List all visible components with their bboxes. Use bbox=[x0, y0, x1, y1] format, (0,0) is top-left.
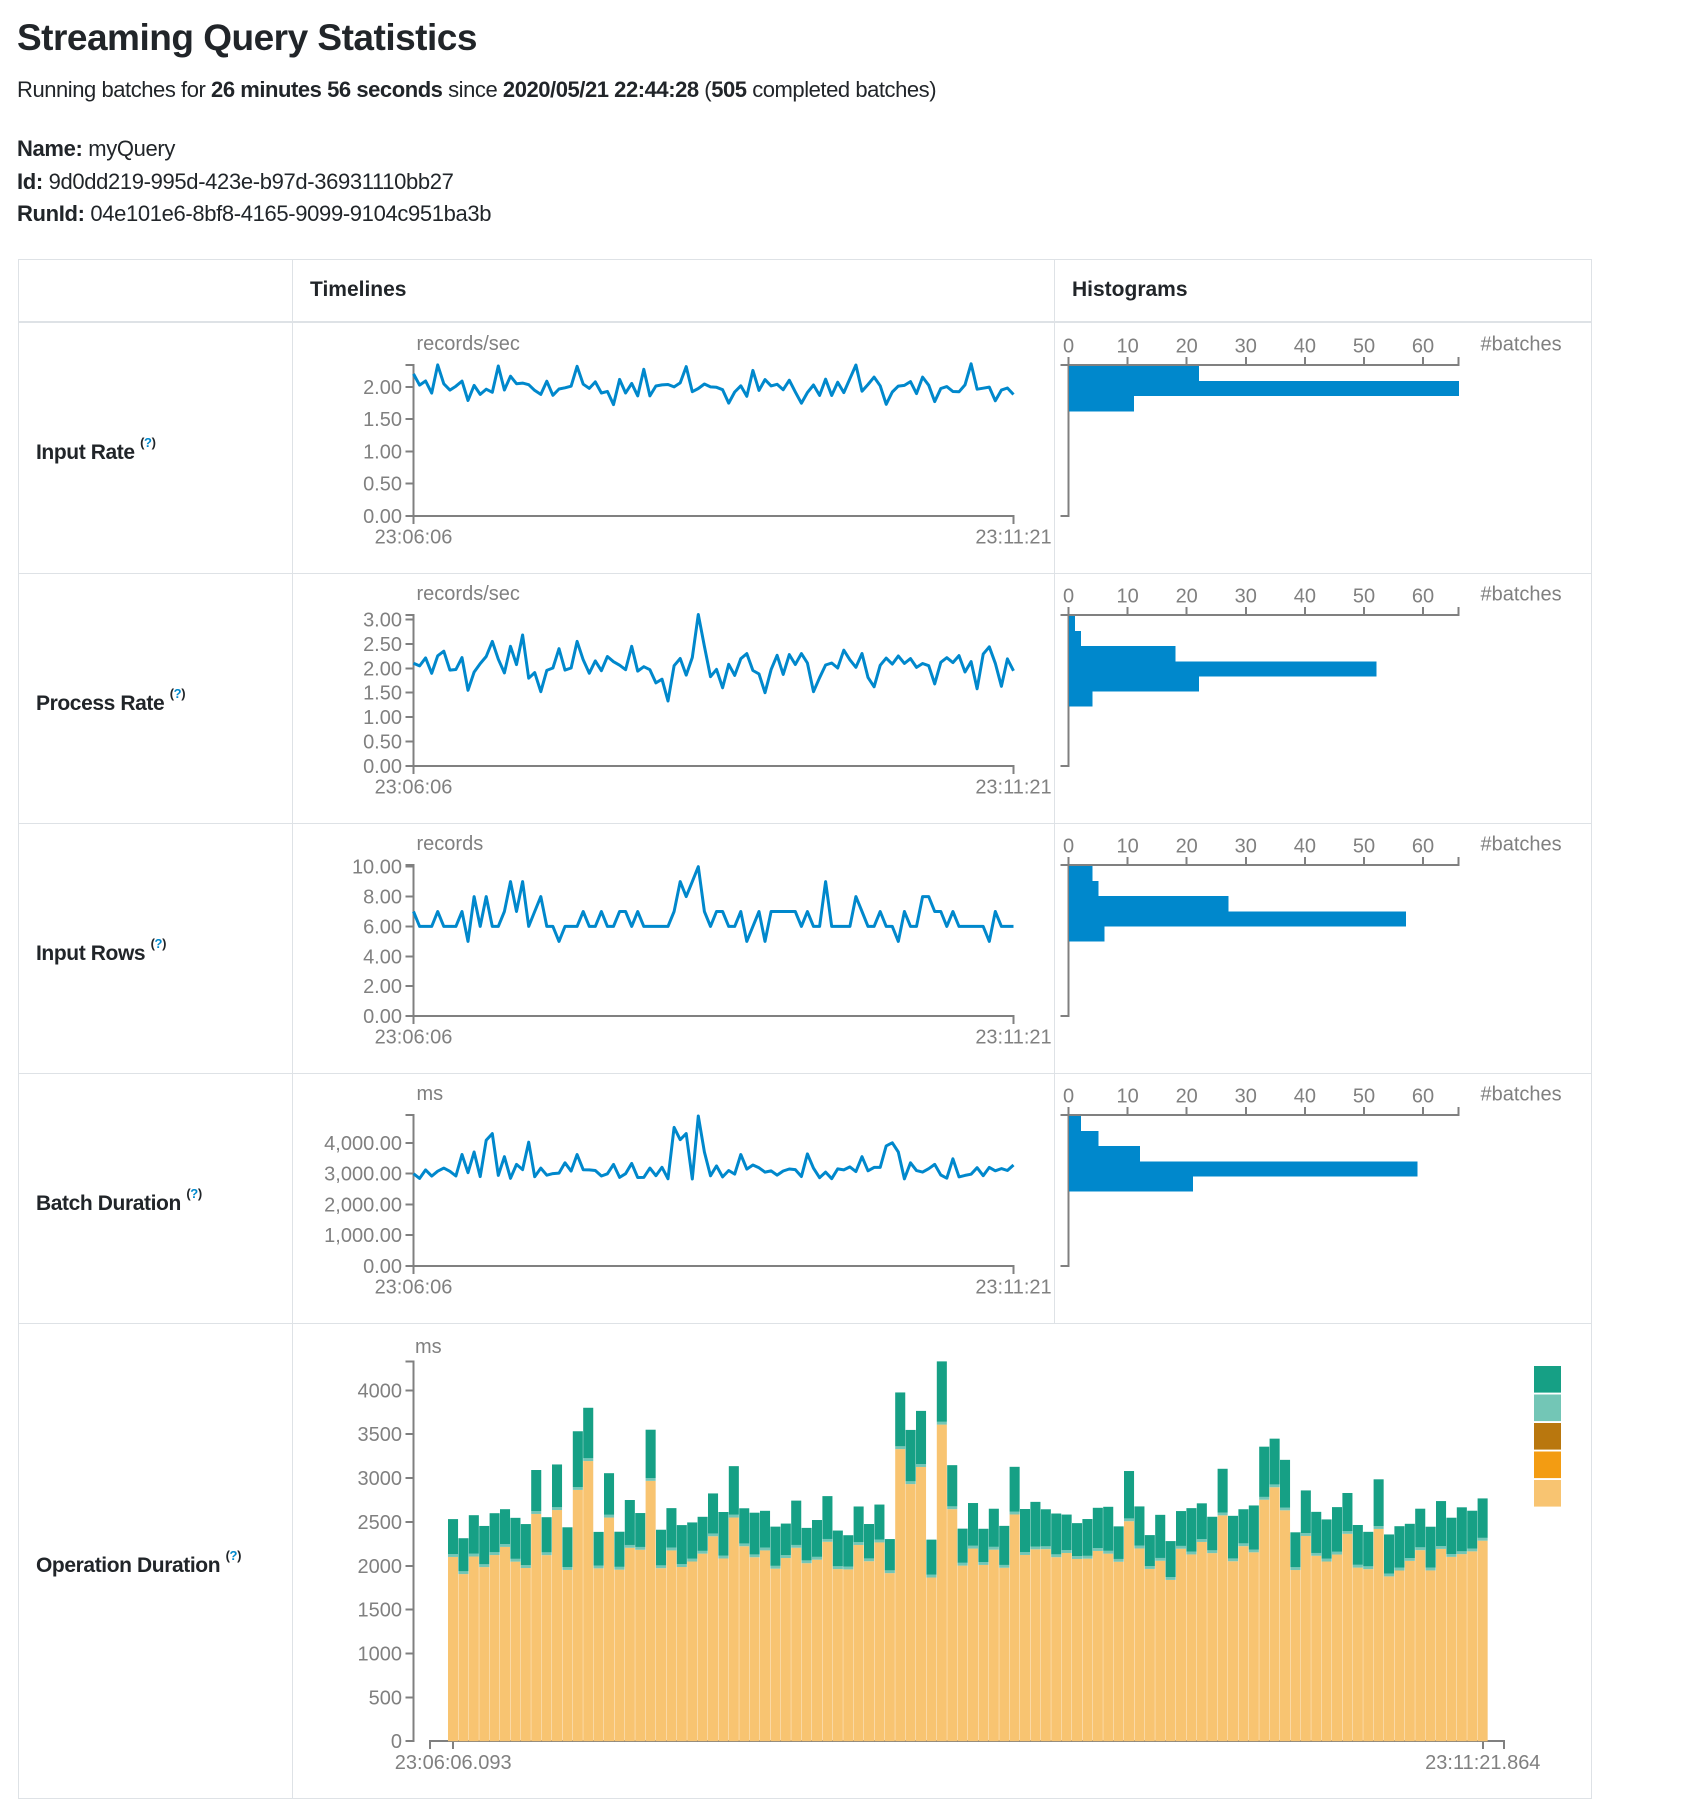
svg-text:23:06:06: 23:06:06 bbox=[375, 777, 453, 799]
svg-text:1.50: 1.50 bbox=[363, 409, 402, 431]
svg-text:2.00: 2.00 bbox=[363, 658, 402, 680]
svg-text:50: 50 bbox=[1353, 1086, 1375, 1108]
svg-text:2000: 2000 bbox=[358, 1556, 403, 1578]
svg-text:30: 30 bbox=[1235, 336, 1257, 358]
svg-text:#batches: #batches bbox=[1481, 834, 1562, 856]
svg-text:10: 10 bbox=[1116, 1086, 1138, 1108]
svg-text:60: 60 bbox=[1412, 836, 1434, 858]
svg-text:20: 20 bbox=[1176, 1086, 1198, 1108]
svg-text:23:11:21: 23:11:21 bbox=[975, 1277, 1051, 1299]
svg-text:1,000.00: 1,000.00 bbox=[324, 1225, 402, 1247]
svg-text:60: 60 bbox=[1412, 586, 1434, 608]
svg-text:records/sec: records/sec bbox=[417, 583, 520, 605]
svg-text:0.50: 0.50 bbox=[363, 732, 402, 754]
svg-text:40: 40 bbox=[1294, 586, 1316, 608]
svg-text:23:06:06: 23:06:06 bbox=[375, 527, 453, 549]
svg-text:30: 30 bbox=[1235, 836, 1257, 858]
svg-text:#batches: #batches bbox=[1481, 584, 1562, 606]
svg-text:0: 0 bbox=[1063, 836, 1074, 858]
svg-text:ms: ms bbox=[417, 1083, 444, 1105]
svg-text:2,000.00: 2,000.00 bbox=[324, 1194, 402, 1216]
svg-text:0.00: 0.00 bbox=[363, 1006, 402, 1028]
svg-text:#batches: #batches bbox=[1481, 1084, 1562, 1106]
svg-text:40: 40 bbox=[1294, 336, 1316, 358]
svg-text:2.00: 2.00 bbox=[363, 976, 402, 998]
svg-text:1.00: 1.00 bbox=[363, 441, 402, 463]
svg-text:50: 50 bbox=[1353, 586, 1375, 608]
svg-text:500: 500 bbox=[369, 1687, 402, 1709]
svg-text:3500: 3500 bbox=[358, 1424, 403, 1446]
svg-text:records/sec: records/sec bbox=[417, 333, 520, 355]
svg-text:60: 60 bbox=[1412, 336, 1434, 358]
svg-text:1000: 1000 bbox=[358, 1644, 403, 1666]
svg-text:20: 20 bbox=[1176, 336, 1198, 358]
svg-text:4,000.00: 4,000.00 bbox=[324, 1133, 402, 1155]
svg-text:0: 0 bbox=[1063, 336, 1074, 358]
svg-text:1.00: 1.00 bbox=[363, 707, 402, 729]
svg-text:0: 0 bbox=[1063, 586, 1074, 608]
svg-text:0.50: 0.50 bbox=[363, 474, 402, 496]
svg-text:10: 10 bbox=[1116, 586, 1138, 608]
svg-text:0.00: 0.00 bbox=[363, 1256, 402, 1278]
svg-text:#batches: #batches bbox=[1481, 334, 1562, 356]
svg-text:6.00: 6.00 bbox=[363, 916, 402, 938]
svg-text:23:11:21: 23:11:21 bbox=[975, 527, 1051, 549]
svg-text:4000: 4000 bbox=[358, 1380, 403, 1402]
svg-text:23:11:21: 23:11:21 bbox=[975, 777, 1051, 799]
svg-text:30: 30 bbox=[1235, 586, 1257, 608]
svg-text:3,000.00: 3,000.00 bbox=[324, 1164, 402, 1186]
svg-text:0.00: 0.00 bbox=[363, 756, 402, 778]
svg-text:10: 10 bbox=[1116, 836, 1138, 858]
svg-text:50: 50 bbox=[1353, 336, 1375, 358]
svg-text:1500: 1500 bbox=[358, 1600, 403, 1622]
svg-text:2.50: 2.50 bbox=[363, 634, 402, 656]
svg-text:23:11:21: 23:11:21 bbox=[975, 1027, 1051, 1049]
svg-text:10.00: 10.00 bbox=[352, 857, 402, 879]
svg-text:4.00: 4.00 bbox=[363, 946, 402, 968]
svg-text:50: 50 bbox=[1353, 836, 1375, 858]
svg-text:2500: 2500 bbox=[358, 1512, 403, 1534]
svg-text:40: 40 bbox=[1294, 836, 1316, 858]
svg-text:30: 30 bbox=[1235, 1086, 1257, 1108]
svg-text:0.00: 0.00 bbox=[363, 506, 402, 528]
svg-text:23:11:21.864: 23:11:21.864 bbox=[1425, 1752, 1540, 1774]
svg-text:40: 40 bbox=[1294, 1086, 1316, 1108]
svg-text:8.00: 8.00 bbox=[363, 887, 402, 909]
svg-text:1.50: 1.50 bbox=[363, 683, 402, 705]
svg-text:3.00: 3.00 bbox=[363, 609, 402, 631]
svg-text:0: 0 bbox=[391, 1731, 402, 1753]
svg-text:0: 0 bbox=[1063, 1086, 1074, 1108]
svg-text:3000: 3000 bbox=[358, 1468, 403, 1490]
svg-text:records: records bbox=[417, 833, 484, 855]
svg-text:10: 10 bbox=[1116, 336, 1138, 358]
svg-text:23:06:06: 23:06:06 bbox=[375, 1277, 453, 1299]
svg-text:ms: ms bbox=[415, 1336, 442, 1358]
svg-text:60: 60 bbox=[1412, 1086, 1434, 1108]
svg-text:23:06:06.093: 23:06:06.093 bbox=[395, 1752, 512, 1774]
svg-text:20: 20 bbox=[1176, 836, 1198, 858]
svg-text:23:06:06: 23:06:06 bbox=[375, 1027, 453, 1049]
svg-text:20: 20 bbox=[1176, 586, 1198, 608]
svg-text:2.00: 2.00 bbox=[363, 377, 402, 399]
